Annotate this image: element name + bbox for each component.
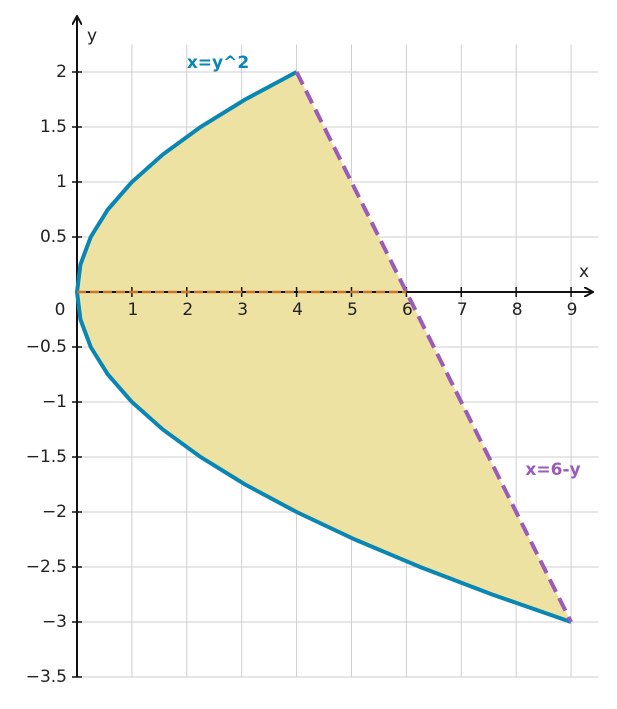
x-tick-label: 0 — [55, 300, 66, 320]
curve — [294, 71, 573, 623]
x-tick-label: 2 — [182, 300, 193, 320]
x-tick-label: 8 — [512, 300, 523, 320]
y-tick-label: 2 — [56, 62, 67, 82]
y-tick-label: −2 — [42, 502, 67, 522]
y-tick-label: 0.5 — [40, 227, 67, 247]
x-tick-label: 5 — [347, 300, 358, 320]
y-tick-label: −2.5 — [26, 557, 67, 577]
y-tick-label: −3.5 — [26, 667, 67, 687]
curve-label: x=6-y — [525, 460, 580, 480]
x-tick-label: 1 — [127, 300, 138, 320]
y-tick-label: 1 — [56, 172, 67, 192]
y-tick-label: −3 — [42, 612, 67, 632]
y-tick-label: 1.5 — [40, 117, 67, 137]
y-tick-label: −1 — [42, 392, 67, 412]
x-tick-label: 7 — [457, 300, 468, 320]
y-tick-label: −0.5 — [26, 337, 67, 357]
x-tick-label: 6 — [402, 300, 413, 320]
y-axis-label: y — [87, 26, 97, 46]
curve — [74, 70, 572, 624]
shaded-region — [77, 72, 572, 622]
x-tick-label: 4 — [292, 300, 303, 320]
x-axis-label: x — [579, 262, 589, 282]
curve-label: x=y^2 — [187, 53, 249, 73]
x-tick-label: 9 — [567, 300, 578, 320]
x-tick-label: 3 — [237, 300, 248, 320]
y-tick-label: −1.5 — [26, 447, 67, 467]
